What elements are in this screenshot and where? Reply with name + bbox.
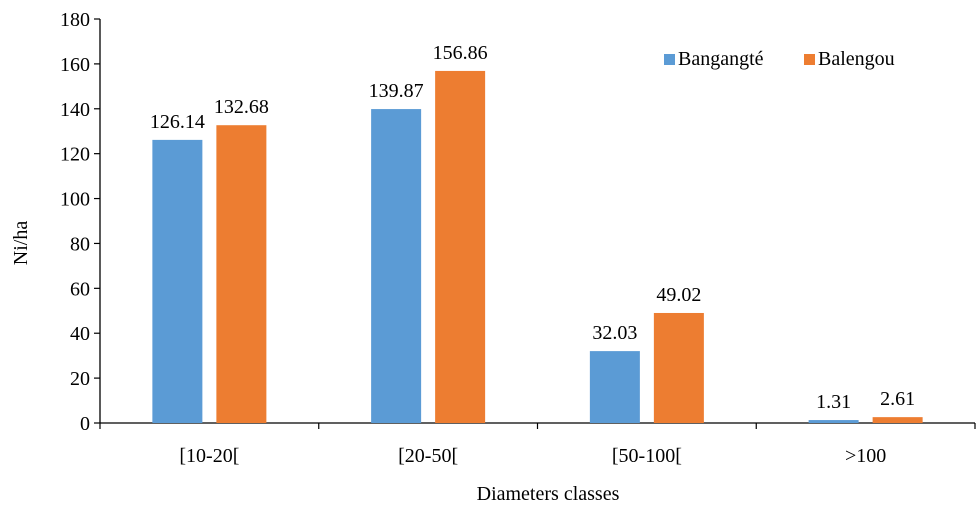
y-tick-label: 120 — [60, 144, 90, 166]
data-label: 1.31 — [816, 391, 851, 413]
y-tick-label: 80 — [70, 233, 90, 255]
data-label: 139.87 — [369, 80, 424, 102]
bar-balengou — [653, 312, 704, 423]
bar-bangangt- — [808, 420, 859, 423]
y-tick-label: 180 — [60, 9, 90, 31]
data-label: 2.61 — [880, 388, 915, 410]
y-tick-label: 0 — [80, 413, 90, 435]
data-label: 49.02 — [656, 284, 701, 306]
data-labels: 126.14 139.87 32.03 1.31 132.68 156.86 49.02 2.… — [150, 42, 915, 413]
y-tick-label: 140 — [60, 99, 90, 121]
y-tick-label: 100 — [60, 189, 90, 211]
x-tick-label: >100 — [845, 445, 886, 467]
data-label: 156.86 — [433, 42, 488, 64]
data-label: 126.14 — [150, 111, 205, 133]
x-axis-title: Diameters classes — [477, 483, 620, 505]
y-axis-title: Ni/ha — [10, 221, 32, 266]
bar-bangangt- — [589, 351, 640, 423]
y-tick-label: 160 — [60, 54, 90, 76]
y-tick-label: 60 — [70, 278, 90, 300]
legend-label: Balengou — [818, 48, 895, 70]
x-tick-label: [10-20[ — [179, 445, 239, 467]
bar-bangangt- — [152, 139, 203, 423]
legend: Bangangté Balengou — [664, 48, 895, 70]
x-tick-label: [50-100[ — [612, 445, 682, 467]
bars — [152, 70, 923, 424]
bar-bangangt- — [371, 109, 422, 424]
y-tick-label: 40 — [70, 323, 90, 345]
y-tick-label: 20 — [70, 368, 90, 390]
bar-balengou — [872, 417, 923, 423]
axes: 0 20 40 60 80 100 120 140 160 180 [10-20[ [20-50[ [5… — [60, 9, 976, 467]
bar-balengou — [435, 70, 486, 423]
legend-swatch — [664, 54, 675, 65]
data-label: 32.03 — [592, 322, 637, 344]
bar-balengou — [216, 125, 267, 424]
legend-swatch — [804, 54, 815, 65]
data-label: 132.68 — [214, 96, 269, 118]
x-tick-label: [20-50[ — [398, 445, 458, 467]
legend-label: Bangangté — [678, 48, 764, 70]
